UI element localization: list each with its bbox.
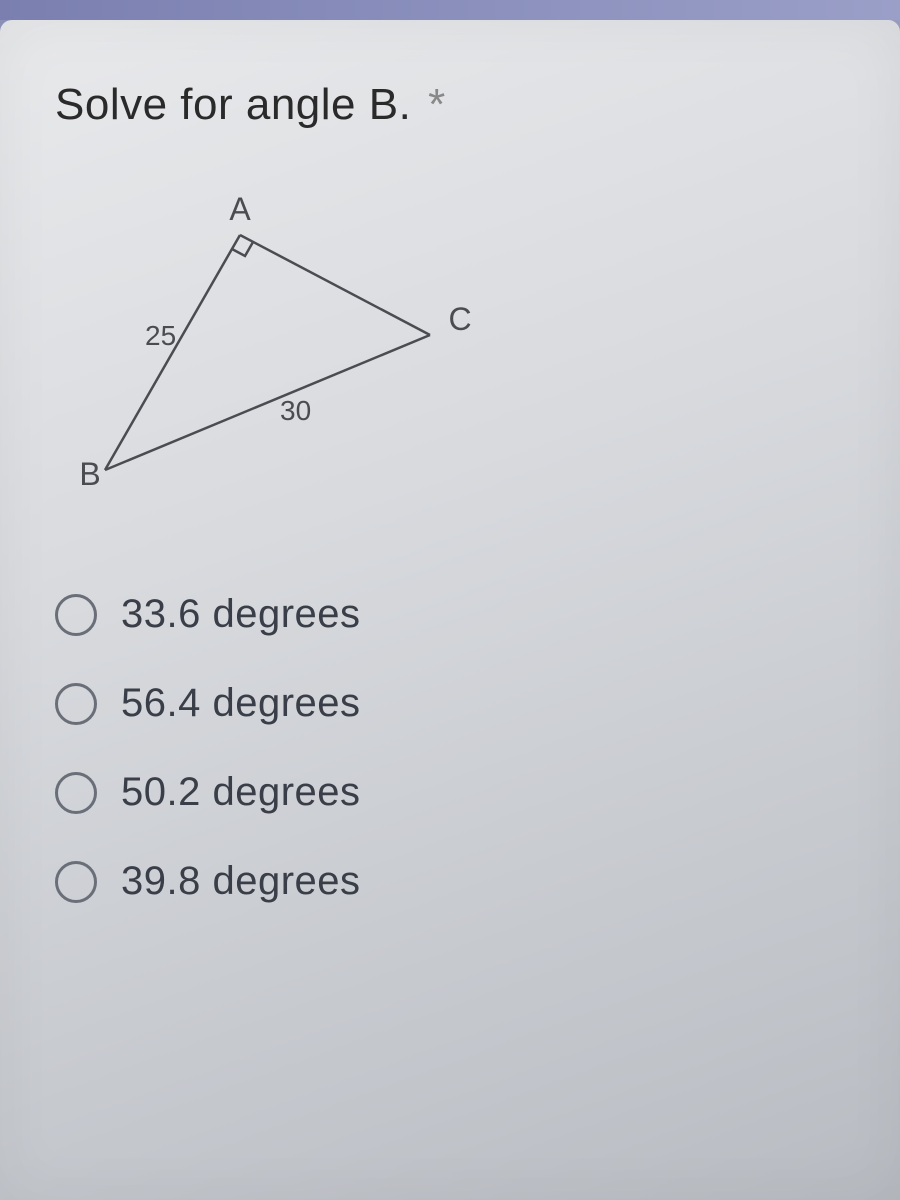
answer-options: 33.6 degrees 56.4 degrees 50.2 degrees 3… <box>55 570 845 926</box>
triangle-svg: A B C 25 30 <box>65 190 505 530</box>
vertex-c-label: C <box>448 301 471 337</box>
side-bc <box>105 335 430 470</box>
radio-icon <box>55 683 97 725</box>
option-label: 39.8 degrees <box>121 859 361 904</box>
radio-icon <box>55 594 97 636</box>
vertex-a-label: A <box>229 191 251 227</box>
option-0[interactable]: 33.6 degrees <box>55 570 845 659</box>
side-ac <box>240 235 430 335</box>
triangle-diagram: A B C 25 30 <box>65 190 505 530</box>
side-ab <box>105 235 240 470</box>
side-ab-label: 25 <box>145 320 176 351</box>
question-title: Solve for angle B. * <box>55 80 845 130</box>
option-2[interactable]: 50.2 degrees <box>55 748 845 837</box>
vertex-b-label: B <box>79 456 100 492</box>
option-3[interactable]: 39.8 degrees <box>55 837 845 926</box>
required-marker: * <box>428 80 446 129</box>
window-topbar <box>0 0 900 20</box>
question-card: Solve for angle B. * A B C 25 30 33.6 de… <box>0 20 900 1200</box>
option-label: 56.4 degrees <box>121 681 361 726</box>
question-text: Solve for angle B. <box>55 80 411 129</box>
side-bc-label: 30 <box>280 395 311 426</box>
option-label: 50.2 degrees <box>121 770 361 815</box>
option-1[interactable]: 56.4 degrees <box>55 659 845 748</box>
option-label: 33.6 degrees <box>121 592 361 637</box>
radio-icon <box>55 861 97 903</box>
radio-icon <box>55 772 97 814</box>
